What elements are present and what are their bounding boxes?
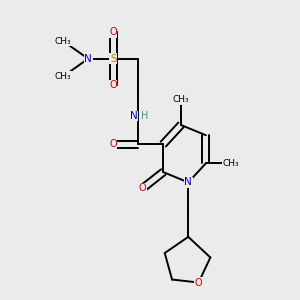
Text: S: S: [110, 54, 116, 64]
Text: N: N: [130, 111, 138, 121]
Text: O: O: [110, 80, 117, 90]
Text: N: N: [184, 177, 192, 188]
Text: O: O: [110, 27, 117, 37]
Text: O: O: [110, 139, 117, 149]
Text: CH₃: CH₃: [55, 72, 71, 81]
Text: CH₃: CH₃: [172, 95, 189, 104]
Text: H: H: [141, 111, 148, 121]
Text: CH₃: CH₃: [223, 159, 239, 168]
Text: CH₃: CH₃: [55, 37, 71, 46]
Text: O: O: [195, 278, 203, 287]
Text: N: N: [84, 54, 92, 64]
Text: O: O: [139, 183, 146, 193]
